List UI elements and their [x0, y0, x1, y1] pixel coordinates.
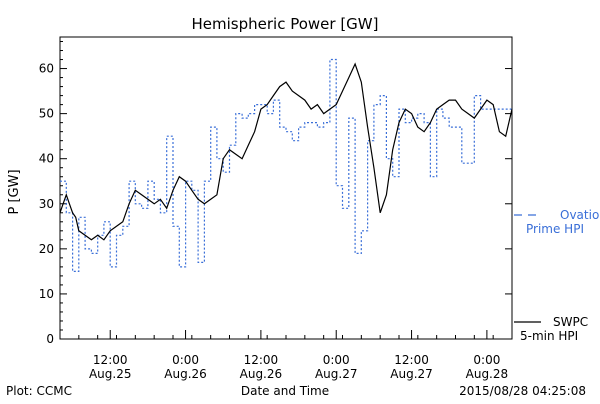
y-tick-label: 0 — [46, 332, 54, 346]
x-axis-ticks: 12:00Aug.250:00Aug.2612:00Aug.260:00Aug.… — [78, 330, 509, 381]
y-tick-label: 10 — [39, 287, 54, 301]
series-line-swpc — [59, 62, 513, 241]
y-tick-label: 20 — [39, 242, 54, 256]
legend-ovation: Ovation Prime HPI — [514, 208, 600, 236]
x-tick-label-time: 0:00 — [323, 353, 350, 367]
footer-timestamp: 2015/08/28 04:25:08 — [459, 384, 586, 398]
x-tick-label-date: Aug.26 — [240, 367, 283, 381]
x-tick-label-date: Aug.27 — [390, 367, 433, 381]
x-tick-label-date: Aug.25 — [89, 367, 132, 381]
x-tick-label-time: 0:00 — [172, 353, 199, 367]
x-axis-label: Date and Time — [241, 384, 329, 398]
x-tick-label-time: 0:00 — [473, 353, 500, 367]
legend-ovation-label-line1: Ovation — [560, 208, 600, 222]
x-tick-label-time: 12:00 — [394, 353, 429, 367]
y-tick-label: 40 — [39, 152, 54, 166]
y-axis-ticks: 0 10 20 30 40 50 60 — [39, 41, 512, 346]
y-tick-label: 30 — [39, 197, 54, 211]
y-axis-label: P [GW] — [7, 169, 22, 214]
legend-swpc-label-line1: SWPC — [553, 315, 588, 329]
x-tick-label-time: 12:00 — [244, 353, 279, 367]
legend-ovation-label-line2: Prime HPI — [526, 222, 584, 236]
y-tick-label: 60 — [39, 62, 54, 76]
chart-title: Hemispheric Power [GW] — [192, 15, 379, 33]
x-tick-label-date: Aug.27 — [315, 367, 358, 381]
x-tick-label-time: 12:00 — [93, 353, 128, 367]
legend-swpc-label-line2: 5-min HPI — [520, 329, 578, 343]
series-line-ovation — [60, 58, 512, 272]
legend-swpc: SWPC 5-min HPI — [514, 315, 588, 343]
x-tick-label-date: Aug.28 — [466, 367, 509, 381]
y-tick-label: 50 — [39, 107, 54, 121]
footer-plot-credit: Plot: CCMC — [6, 384, 72, 398]
x-tick-label-date: Aug.26 — [164, 367, 207, 381]
